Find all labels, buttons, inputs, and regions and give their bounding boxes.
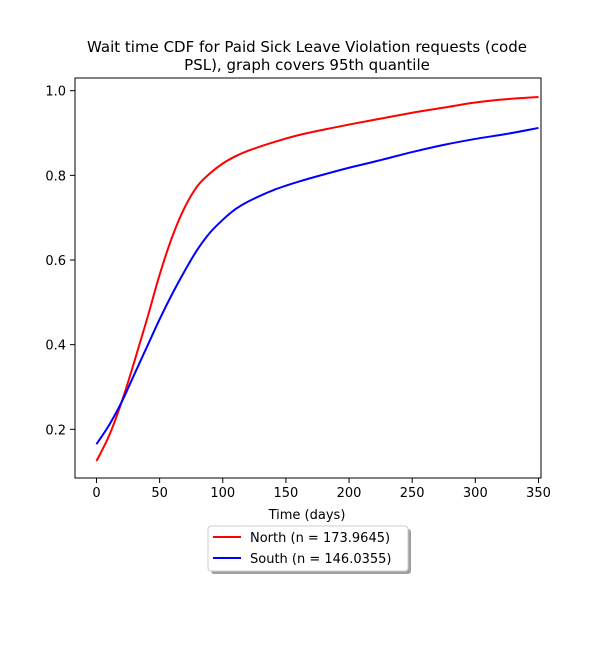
x-axis-label: Time (days) bbox=[268, 508, 346, 523]
plot-area-frame bbox=[75, 78, 541, 478]
x-tick-label: 300 bbox=[463, 486, 488, 501]
x-tick-label: 150 bbox=[273, 486, 298, 501]
chart-title-line-1: Wait time CDF for Paid Sick Leave Violat… bbox=[87, 38, 527, 56]
y-tick-label: 0.6 bbox=[45, 254, 66, 269]
x-tick-label: 350 bbox=[526, 486, 551, 501]
x-tick-label: 250 bbox=[400, 486, 425, 501]
series-line-north bbox=[96, 97, 538, 461]
y-tick-label: 1.0 bbox=[45, 85, 66, 100]
legend: North (n = 173.9645) South (n = 146.0355… bbox=[208, 526, 411, 574]
series-layer bbox=[96, 97, 538, 461]
x-tick-label: 50 bbox=[151, 486, 168, 501]
ticks-layer: 0 50 100 150 200 250 300 350 0.2 0.4 0.6 0.8 1.0 bbox=[45, 85, 551, 501]
y-tick-label: 0.4 bbox=[45, 339, 66, 354]
x-tick-label: 100 bbox=[210, 486, 235, 501]
chart-title-line-2: PSL), graph covers 95th quantile bbox=[184, 56, 430, 74]
series-line-south bbox=[96, 128, 538, 444]
x-tick-label: 200 bbox=[337, 486, 362, 501]
legend-label-south: South (n = 146.0355) bbox=[250, 552, 391, 567]
legend-label-north: North (n = 173.9645) bbox=[250, 531, 390, 546]
y-tick-label: 0.2 bbox=[45, 423, 66, 438]
y-tick-label: 0.8 bbox=[45, 169, 66, 184]
x-tick-label: 0 bbox=[92, 486, 100, 501]
